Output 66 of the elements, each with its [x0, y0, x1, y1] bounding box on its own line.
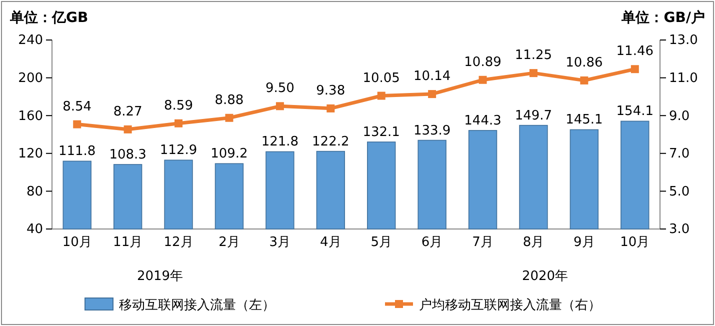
- y-tick-label: 80: [26, 184, 43, 200]
- x-tick-label: 7月: [472, 235, 494, 250]
- data-label: 111.8: [58, 144, 96, 160]
- data-label: 133.9: [413, 123, 451, 138]
- point: [630, 65, 639, 74]
- x-tick-label: 6月: [421, 235, 443, 250]
- text: 2020年: [522, 269, 568, 284]
- point: [478, 76, 487, 84]
- data-label: 11.25: [514, 48, 552, 64]
- x-tick-label: 10月: [620, 235, 650, 250]
- y-tick-label: 120: [18, 146, 43, 162]
- data-label: 8.54: [62, 99, 92, 114]
- data-label: 8.59: [164, 98, 193, 114]
- y-tick-label: 200: [18, 70, 43, 86]
- data-label: 11.46: [616, 44, 654, 60]
- data-label: 9.50: [265, 81, 294, 96]
- x-tick-label: 10月: [62, 235, 92, 250]
- point: [428, 90, 436, 98]
- y-tick-label: 160: [18, 108, 43, 124]
- point: [276, 102, 284, 110]
- data-label: 154.1: [616, 104, 654, 120]
- data-label: 10.14: [413, 69, 451, 84]
- data-label: 10.05: [362, 70, 400, 86]
- y-tick-label: 40: [26, 222, 43, 238]
- y-tick-label: 240: [18, 33, 43, 48]
- x-tick-label: 4月: [320, 235, 342, 250]
- x-tick-label: 8月: [522, 235, 544, 250]
- x-tick-label: 11月: [113, 235, 143, 250]
- point: [225, 114, 234, 122]
- y2-tick-label: 7.0: [669, 146, 690, 162]
- data-label: 108.3: [109, 147, 146, 162]
- data-label: 145.1: [566, 112, 603, 128]
- point: [377, 92, 386, 100]
- point: [529, 69, 538, 78]
- data-label: 144.3: [464, 113, 502, 128]
- x-tick-label: 5月: [370, 235, 392, 250]
- y2-axis-title: 单位：GB/户: [620, 9, 705, 26]
- y-axis-title: 单位：亿GB: [9, 10, 88, 26]
- legend-label: 移动互联网接入流量（左）: [119, 297, 275, 313]
- text: 2019年: [136, 269, 184, 284]
- y2-tick-label: 5.0: [669, 184, 690, 200]
- data-label: 8.88: [214, 92, 244, 108]
- data-label: 8.27: [113, 104, 142, 120]
- y2-tick-label: 13.0: [669, 33, 698, 48]
- legend-label: 户均移动互联网接入流量（右）: [419, 297, 601, 313]
- data-label: 149.7: [514, 108, 552, 124]
- point: [326, 104, 335, 112]
- point: [73, 120, 82, 128]
- y2-tick-label: 9.0: [669, 108, 690, 124]
- data-label: 109.2: [210, 146, 248, 162]
- data-label: 112.9: [160, 143, 198, 158]
- y2-tick-label: 11.0: [669, 70, 698, 86]
- x-tick-label: 12月: [164, 235, 194, 250]
- data-label: 10.86: [566, 55, 603, 70]
- point: [174, 119, 183, 128]
- data-label: 121.8: [261, 134, 299, 150]
- data-label: 122.2: [312, 134, 350, 150]
- x-tick-label: 9月: [574, 235, 595, 250]
- data-label: 132.1: [362, 124, 400, 140]
- point: [580, 76, 588, 84]
- data-label: 9.38: [316, 83, 346, 98]
- x-tick-label: 3月: [269, 235, 291, 250]
- point: [124, 125, 132, 134]
- data-label: 10.89: [464, 54, 502, 70]
- x-tick-label: 2月: [218, 235, 240, 250]
- y2-tick-label: 3.0: [669, 222, 690, 238]
